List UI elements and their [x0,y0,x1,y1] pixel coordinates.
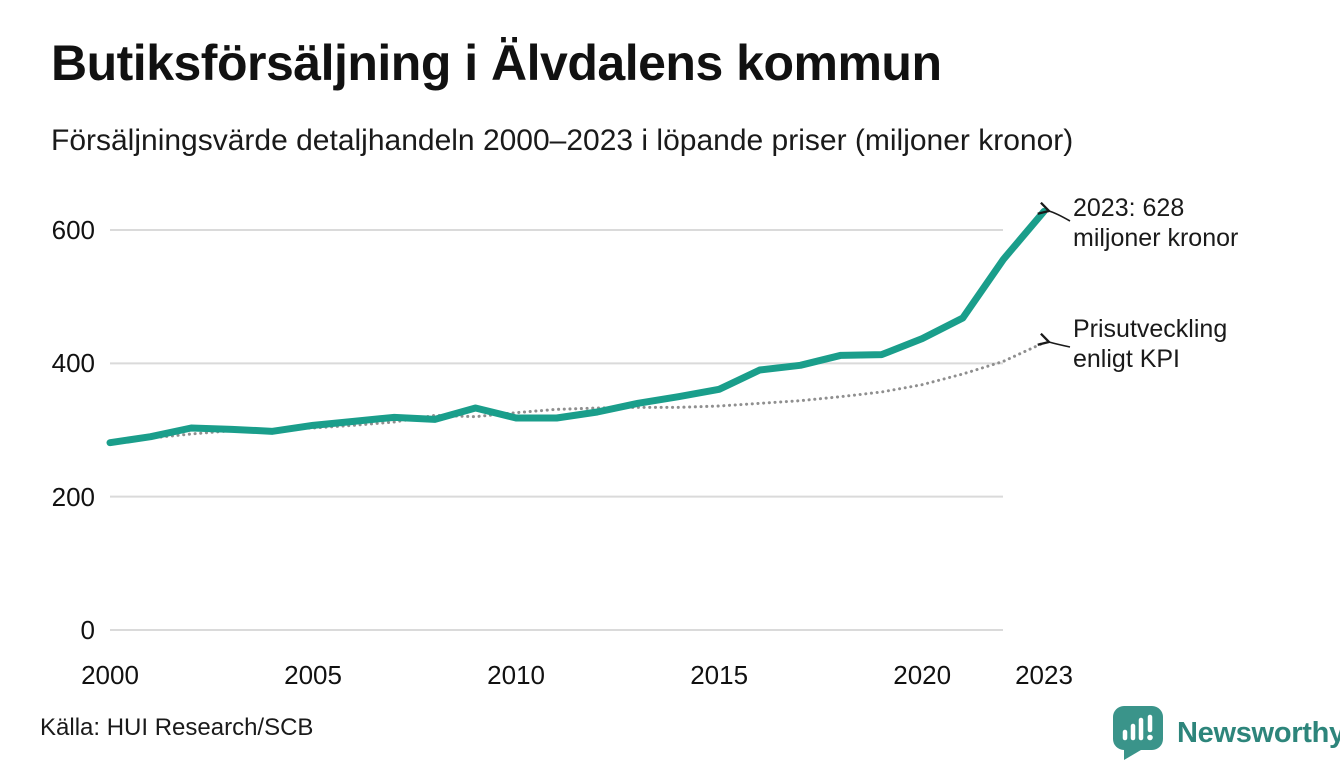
annotation-arrow-icon [1037,201,1071,222]
source-credit: Källa: HUI Research/SCB [40,714,314,741]
series-group [106,207,1048,447]
retail-sales-line [106,207,1048,447]
newsworthy-logo: Newsworthy [1112,705,1340,761]
y-axis-tick-label: 600 [51,215,95,245]
x-axis-tick-label: 2000 [81,660,139,690]
sales-annotation-line1: 2023: 628 [1073,194,1185,222]
x-axis-tick-label: 2005 [284,660,342,690]
kpi-annotation: Prisutveckling enligt KPI [1073,315,1227,374]
x-axis-tick-label: 2015 [690,660,749,690]
sales-value-annotation: 2023: 628 miljoner kronor [1073,194,1238,253]
x-axis-tick-label: 2023 [1015,660,1073,690]
y-axis-tick-label: 0 [80,615,95,645]
kpi-annotation-line2: enligt KPI [1073,344,1181,373]
x-axis-tick-label: 2010 [487,660,545,690]
kpi-annotation-line1: Prisutveckling [1073,315,1228,343]
sales-annotation-line2: miljoner kronor [1073,223,1239,252]
newsworthy-bubble-icon [1113,706,1163,760]
annotation-arrow-icon [1037,332,1071,348]
x-axis-tick-label: 2020 [893,660,952,690]
chart-subtitle: Försäljningsvärde detaljhandeln 2000–202… [51,124,1074,157]
y-axis-tick-label: 400 [51,348,95,379]
gridlines-group [110,229,1003,631]
y-axis-tick-label: 200 [51,481,95,512]
page-title: Butiksförsäljning i Älvdalens kommun [51,35,942,91]
kpi-price-line [108,341,1046,445]
brand-name: Newsworthy [1177,716,1340,749]
